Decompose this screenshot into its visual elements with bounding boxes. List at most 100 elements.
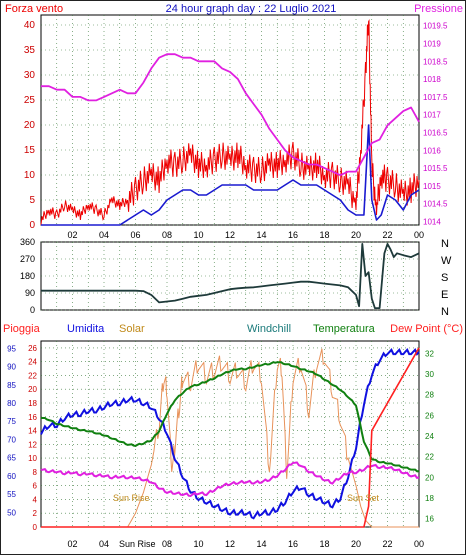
sunrise-bottom-label: Sun Rise	[119, 539, 156, 549]
rain-tick-label: 2	[33, 509, 38, 518]
temperature-tick-label: 26	[425, 411, 434, 420]
compass-label: S	[441, 272, 448, 284]
x-tick-label-bottom: 22	[382, 539, 392, 549]
rain-line	[41, 347, 420, 528]
wind-tick-label: 25	[24, 95, 36, 106]
x-tick-label-bottom: 16	[288, 539, 298, 549]
humidity-line	[40, 348, 420, 520]
temperature-tick-label: 22	[425, 453, 434, 462]
humidity-tick-label: 55	[7, 490, 16, 499]
rain-tick-label: 8	[33, 468, 38, 477]
x-tick-label: 22	[382, 230, 392, 240]
compass-label: N	[441, 306, 449, 318]
pressure-tick-label: 1019	[423, 39, 441, 48]
x-tick-label: 18	[319, 230, 329, 240]
x-tick-label-bottom: 10	[193, 539, 203, 549]
x-tick-label: 00	[414, 230, 424, 240]
rain-label: Pioggia	[3, 323, 41, 335]
x-tick-label-bottom: 20	[351, 539, 361, 549]
x-tick-label: 02	[67, 230, 77, 240]
humidity-label: Umidita	[67, 323, 105, 335]
x-tick-label-bottom: 18	[319, 539, 329, 549]
x-tick-label-bottom: 12	[225, 539, 235, 549]
temperature-tick-label: 18	[425, 494, 434, 503]
rain-tick-label: 26	[28, 344, 37, 353]
rain-tick-label: 14	[28, 427, 37, 436]
wind-tick-label: 35	[24, 45, 36, 56]
rain-tick-label: 4	[33, 495, 38, 504]
wind-tick-label: 0	[29, 220, 35, 231]
x-tick-label: 12	[225, 230, 235, 240]
rain-tick-label: 0	[33, 523, 38, 532]
direction-tick-label: 180	[20, 271, 35, 281]
wind-direction-line	[41, 242, 420, 310]
wind-force-line	[40, 18, 420, 226]
x-tick-label: 16	[288, 230, 298, 240]
humidity-tick-label: 85	[7, 381, 16, 390]
rain-tick-label: 20	[28, 385, 37, 394]
grid-lines	[41, 15, 419, 528]
humidity-tick-label: 50	[7, 508, 16, 517]
x-tick-label: 14	[256, 230, 266, 240]
direction-tick-label: 360	[20, 237, 35, 247]
x-tick-label-bottom: 08	[162, 539, 172, 549]
rain-tick-label: 16	[28, 413, 37, 422]
humidity-tick-label: 65	[7, 454, 16, 463]
rain-tick-label: 12	[28, 440, 37, 449]
wind-tick-label: 15	[24, 145, 36, 156]
direction-tick-label: 0	[30, 305, 35, 315]
axis-labels: 051015202530354010141014.510151015.51016…	[7, 20, 452, 549]
compass-label: E	[441, 289, 448, 301]
pressure-title: Pressione	[414, 3, 463, 15]
wind-tick-label: 20	[24, 120, 36, 131]
pressure-tick-label: 1018	[423, 75, 441, 84]
pressure-tick-label: 1017	[423, 111, 441, 120]
humidity-tick-label: 75	[7, 417, 16, 426]
temperature-tick-label: 30	[425, 370, 434, 379]
rain-tick-label: 18	[28, 399, 37, 408]
pressure-tick-label: 1018.5	[423, 57, 448, 66]
temperature-tick-label: 28	[425, 391, 434, 400]
x-tick-label: 10	[193, 230, 203, 240]
series-lines	[40, 18, 420, 528]
x-tick-label-bottom: 04	[99, 539, 109, 549]
humidity-tick-label: 60	[7, 472, 16, 481]
temperature-tick-label: 24	[425, 432, 434, 441]
x-tick-label: 04	[99, 230, 109, 240]
rain-tick-label: 24	[28, 358, 37, 367]
x-tick-label: 08	[162, 230, 172, 240]
solar-line	[41, 348, 419, 528]
sunset-annotation: Sun Set	[347, 493, 380, 503]
x-tick-label: 20	[351, 230, 361, 240]
wind-force-title: Forza vento	[5, 3, 63, 15]
wind-average-line	[41, 124, 420, 226]
humidity-tick-label: 70	[7, 435, 16, 444]
direction-tick-label: 270	[20, 254, 35, 264]
compass-label: N	[441, 238, 449, 250]
rain-tick-label: 10	[28, 454, 37, 463]
pressure-line	[41, 53, 420, 177]
humidity-tick-label: 80	[7, 399, 16, 408]
wind-tick-label: 10	[24, 170, 36, 181]
rain-tick-label: 6	[33, 482, 38, 491]
temperature-line	[41, 361, 419, 473]
compass-label: W	[441, 255, 452, 267]
wind-tick-label: 30	[24, 70, 36, 81]
temperature-tick-label: 16	[425, 515, 434, 524]
pressure-tick-label: 1015.5	[423, 164, 448, 173]
graph-date-title: 24 hour graph day : 22 Luglio 2021	[166, 3, 337, 15]
pressure-tick-label: 1014.5	[423, 200, 448, 209]
pressure-tick-label: 1017.5	[423, 93, 448, 102]
wind-tick-label: 40	[24, 20, 36, 31]
dewpoint-label: Dew Point (°C)	[390, 323, 463, 335]
x-tick-label-bottom: 02	[67, 539, 77, 549]
dewpoint-line	[40, 461, 420, 498]
temperature-tick-label: 32	[425, 349, 434, 358]
humidity-tick-label: 90	[7, 363, 16, 372]
x-tick-label-bottom: 00	[414, 539, 424, 549]
pressure-tick-label: 1016	[423, 146, 441, 155]
solar-label: Solar	[119, 323, 145, 335]
sunrise-annotation: Sun Rise	[113, 493, 150, 503]
temperature-tick-label: 20	[425, 473, 434, 482]
